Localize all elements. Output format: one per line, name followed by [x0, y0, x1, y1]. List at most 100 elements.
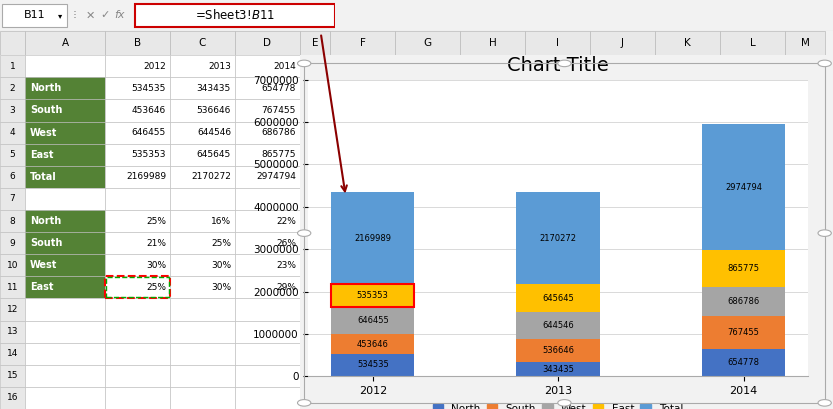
Bar [235, 188, 300, 210]
Text: 11: 11 [7, 283, 18, 292]
Bar [0, 321, 25, 343]
Bar [0, 31, 25, 55]
Text: G: G [423, 38, 431, 48]
Bar [105, 276, 170, 299]
Bar [516, 339, 600, 362]
Bar [0, 276, 25, 299]
Bar [170, 166, 235, 188]
Text: 16: 16 [7, 393, 18, 402]
Text: East: East [30, 150, 53, 160]
Bar [170, 188, 235, 210]
Bar [25, 77, 105, 99]
Bar [25, 321, 105, 343]
Bar [335, 0, 833, 31]
Bar [170, 144, 235, 166]
Text: 2169989: 2169989 [354, 234, 392, 243]
Bar [25, 55, 105, 77]
Bar [235, 144, 300, 166]
Bar [25, 299, 105, 321]
Text: 646455: 646455 [357, 316, 389, 325]
Text: =Sheet3!$B$11: =Sheet3!$B$11 [195, 8, 275, 22]
Bar [785, 31, 825, 55]
Bar [0, 55, 25, 77]
Text: H: H [489, 38, 496, 48]
Bar [235, 232, 300, 254]
Bar [331, 307, 415, 335]
Text: 2170272: 2170272 [540, 234, 576, 243]
Bar [235, 276, 300, 299]
Bar [170, 210, 235, 232]
Text: 13: 13 [7, 327, 18, 336]
Text: 3: 3 [10, 106, 15, 115]
Text: K: K [684, 38, 691, 48]
Text: 767455: 767455 [728, 328, 760, 337]
Bar [590, 31, 655, 55]
Bar [235, 254, 300, 276]
Text: 16%: 16% [211, 216, 231, 225]
Bar [331, 284, 415, 307]
Bar [25, 365, 105, 387]
Text: 686786: 686786 [727, 297, 760, 306]
Text: 5: 5 [10, 150, 15, 159]
Bar [525, 31, 590, 55]
Text: L: L [750, 38, 756, 48]
Text: West: West [30, 128, 57, 137]
Legend: North, South, West, East, Total: North, South, West, East, Total [428, 400, 688, 409]
Text: 646455: 646455 [132, 128, 166, 137]
Text: 686786: 686786 [262, 128, 296, 137]
Bar [25, 343, 105, 365]
Text: ✕: ✕ [85, 10, 95, 20]
Bar [460, 31, 525, 55]
Text: 343435: 343435 [197, 84, 231, 93]
Text: B11: B11 [23, 10, 45, 20]
Bar [105, 144, 170, 166]
Bar [0, 254, 25, 276]
Bar [25, 31, 105, 55]
Bar [516, 312, 600, 339]
Bar [170, 276, 235, 299]
Text: M: M [801, 38, 810, 48]
Bar [105, 365, 170, 387]
Bar [25, 210, 105, 232]
Text: 1: 1 [10, 62, 15, 71]
Text: 23%: 23% [276, 261, 296, 270]
Bar [0, 166, 25, 188]
Bar [25, 144, 105, 166]
Bar [105, 31, 170, 55]
Bar [105, 387, 170, 409]
Text: 30%: 30% [146, 261, 166, 270]
Text: ▾: ▾ [57, 11, 62, 20]
Text: 453646: 453646 [132, 106, 166, 115]
Text: 654778: 654778 [262, 84, 296, 93]
Text: 12: 12 [7, 305, 18, 314]
Bar [170, 99, 235, 121]
Bar [0, 99, 25, 121]
Text: B: B [134, 38, 141, 48]
Bar [516, 192, 600, 284]
Bar [0, 121, 25, 144]
Bar [170, 387, 235, 409]
Bar [170, 55, 235, 77]
Text: E: E [312, 38, 318, 48]
Bar [235, 99, 300, 121]
Bar [105, 55, 170, 77]
Bar [331, 354, 415, 376]
Text: F: F [360, 38, 366, 48]
Bar [105, 321, 170, 343]
Bar [25, 99, 105, 121]
Bar [105, 276, 170, 299]
Text: 654778: 654778 [727, 358, 760, 367]
Text: 536646: 536646 [197, 106, 231, 115]
Bar [300, 31, 330, 55]
Text: ⁝: ⁝ [73, 9, 77, 22]
Bar [25, 387, 105, 409]
Text: 6: 6 [10, 172, 15, 181]
Bar [395, 31, 460, 55]
Bar [25, 254, 105, 276]
Bar [25, 121, 105, 144]
Text: 30%: 30% [211, 261, 231, 270]
Bar [235, 210, 300, 232]
Bar [106, 277, 169, 297]
Text: 2974794: 2974794 [256, 172, 296, 181]
Bar [331, 335, 415, 354]
